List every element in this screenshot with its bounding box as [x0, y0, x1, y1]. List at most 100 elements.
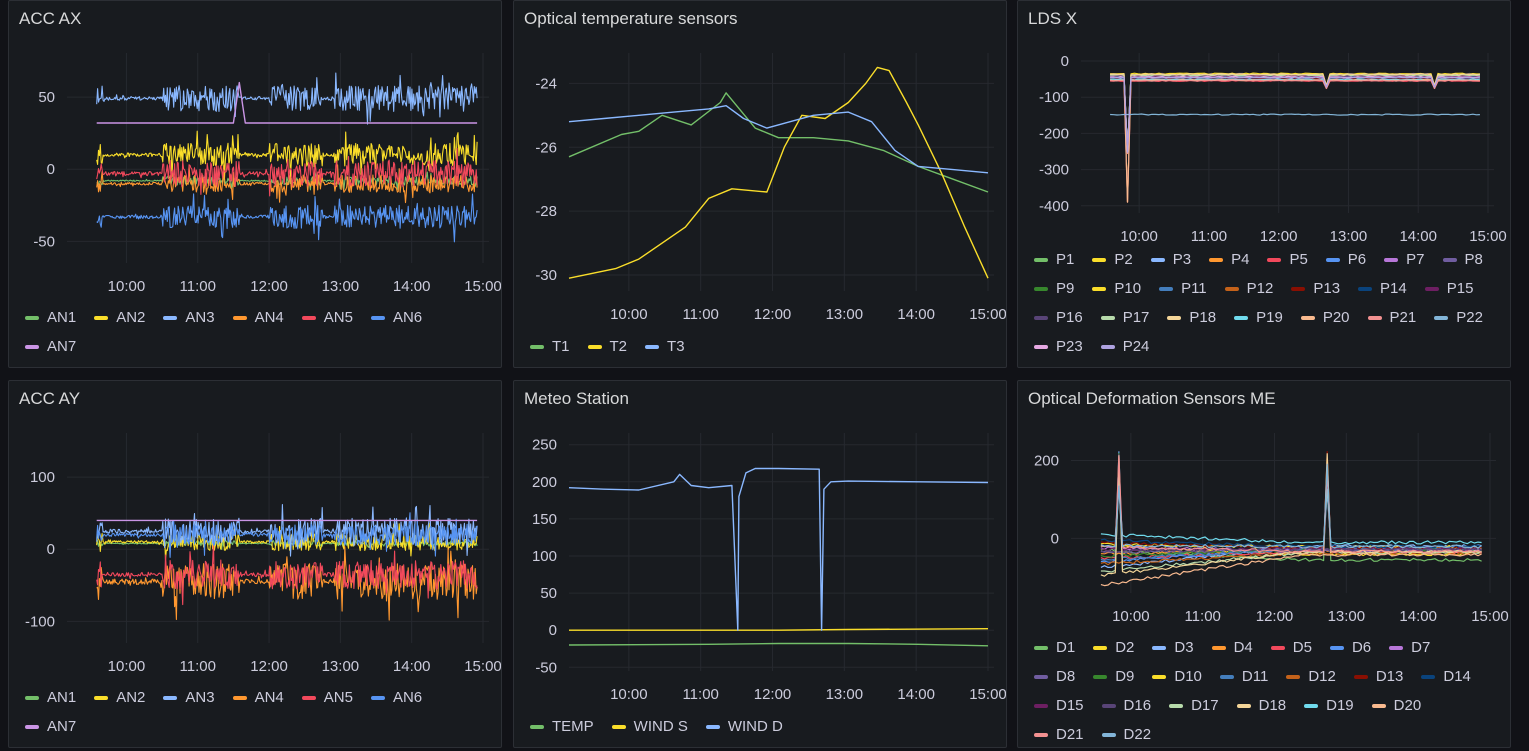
- legend-item-p5[interactable]: P5: [1267, 245, 1308, 274]
- legend-item-p2[interactable]: P2: [1092, 245, 1133, 274]
- legend-item-d11[interactable]: D11: [1219, 662, 1268, 691]
- y-tick-label: -200: [1039, 125, 1069, 142]
- legend-swatch: [1424, 286, 1439, 291]
- x-tick-label: 13:00: [1330, 228, 1368, 245]
- legend-item-d13[interactable]: D13: [1353, 662, 1403, 691]
- y-tick-label: -50: [33, 233, 55, 250]
- legend-item-p23[interactable]: P23: [1034, 332, 1083, 361]
- legend-label: D2: [1115, 639, 1135, 656]
- legend-item-p11[interactable]: P11: [1159, 274, 1207, 303]
- legend-item-p8[interactable]: P8: [1442, 245, 1483, 274]
- legend-item-p19[interactable]: P19: [1234, 303, 1283, 332]
- legend-item-p17[interactable]: P17: [1100, 303, 1149, 332]
- legend-item-an3[interactable]: AN3: [163, 683, 215, 712]
- legend-item-t1[interactable]: T1: [530, 332, 570, 361]
- legend-item-an7[interactable]: AN7: [25, 332, 76, 361]
- legend-swatch: [1224, 286, 1239, 291]
- legend-item-p24[interactable]: P24: [1100, 332, 1149, 361]
- legend-item-an6[interactable]: AN6: [370, 303, 422, 332]
- legend-item-d12[interactable]: D12: [1286, 662, 1336, 691]
- panel-title[interactable]: ACC AY: [19, 389, 81, 408]
- legend-label: P2: [1114, 251, 1133, 268]
- series-line-temp: [568, 642, 989, 647]
- legend-item-p13[interactable]: P13: [1291, 274, 1340, 303]
- legend-item-an3[interactable]: AN3: [163, 303, 215, 332]
- legend-item-d17[interactable]: D17: [1169, 691, 1219, 720]
- legend-item-d22[interactable]: D22: [1101, 720, 1151, 747]
- legend-item-d4[interactable]: D4: [1211, 633, 1253, 662]
- legend-item-p21[interactable]: P21: [1367, 303, 1416, 332]
- legend-item-d1[interactable]: D1: [1034, 633, 1075, 662]
- series-line-d20: [1100, 552, 1482, 587]
- legend-item-p20[interactable]: P20: [1300, 303, 1350, 332]
- legend-item-p14[interactable]: P14: [1358, 274, 1407, 303]
- legend-item-an1[interactable]: AN1: [25, 683, 76, 712]
- legend-item-d21[interactable]: D21: [1034, 720, 1084, 747]
- legend-item-p18[interactable]: P18: [1167, 303, 1216, 332]
- legend-item-d8[interactable]: D8: [1034, 662, 1075, 691]
- legend-item-an2[interactable]: AN2: [94, 683, 145, 712]
- legend-item-p16[interactable]: P16: [1034, 303, 1083, 332]
- legend-item-d2[interactable]: D2: [1093, 633, 1134, 662]
- legend-item-d9[interactable]: D9: [1093, 662, 1134, 691]
- legend-item-p7[interactable]: P7: [1384, 245, 1425, 274]
- legend-item-wind-d[interactable]: WIND D: [705, 712, 783, 741]
- series-line-t3: [568, 104, 989, 174]
- panel-title[interactable]: Optical Deformation Sensors ME: [1028, 389, 1276, 408]
- x-tick-label: 13:00: [1328, 608, 1366, 625]
- panel-title[interactable]: Meteo Station: [524, 389, 629, 408]
- legend-label: D1: [1056, 639, 1076, 656]
- legend-item-d15[interactable]: D15: [1034, 691, 1084, 720]
- series-line-p8: [1110, 72, 1480, 152]
- legend-label: D18: [1258, 697, 1287, 714]
- legend-item-p15[interactable]: P15: [1424, 274, 1473, 303]
- legend-swatch: [370, 315, 385, 320]
- legend-item-t3[interactable]: T3: [645, 332, 685, 361]
- legend-label: D10: [1174, 668, 1202, 685]
- legend-item-d6[interactable]: D6: [1329, 633, 1371, 662]
- legend-item-p10[interactable]: P10: [1092, 274, 1141, 303]
- series-line-d19: [1100, 485, 1482, 545]
- legend-item-d5[interactable]: D5: [1270, 633, 1312, 662]
- legend-item-wind-s[interactable]: WIND S: [611, 712, 688, 741]
- legend-item-p1[interactable]: P1: [1034, 245, 1074, 274]
- legend-item-p6[interactable]: P6: [1325, 245, 1366, 274]
- panel-title[interactable]: LDS X: [1028, 9, 1078, 28]
- legend-item-d10[interactable]: D10: [1152, 662, 1202, 691]
- legend-item-an5[interactable]: AN5: [301, 303, 353, 332]
- legend-item-p3[interactable]: P3: [1150, 245, 1191, 274]
- legend-item-an4[interactable]: AN4: [232, 683, 284, 712]
- legend-item-p9[interactable]: P9: [1034, 274, 1074, 303]
- legend-label: AN3: [185, 309, 215, 326]
- y-tick-label: -100: [25, 613, 55, 630]
- legend-item-an5[interactable]: AN5: [301, 683, 353, 712]
- series-line-an6: [96, 512, 478, 558]
- panel-title[interactable]: Optical temperature sensors: [524, 9, 738, 28]
- legend-swatch: [370, 695, 385, 700]
- legend-item-d16[interactable]: D16: [1101, 691, 1151, 720]
- legend-item-p12[interactable]: P12: [1224, 274, 1273, 303]
- panel-title[interactable]: ACC AX: [19, 9, 82, 28]
- legend-swatch: [163, 315, 178, 320]
- legend-item-p4[interactable]: P4: [1209, 245, 1249, 274]
- y-tick-label: -30: [535, 267, 557, 284]
- legend-item-t2[interactable]: T2: [587, 332, 627, 361]
- legend-item-an4[interactable]: AN4: [232, 303, 284, 332]
- legend-item-an7[interactable]: AN7: [25, 712, 76, 741]
- legend-swatch: [1034, 645, 1048, 650]
- legend-item-d3[interactable]: D3: [1152, 633, 1194, 662]
- legend-item-d18[interactable]: D18: [1236, 691, 1287, 720]
- legend-item-an2[interactable]: AN2: [94, 303, 145, 332]
- legend-swatch: [1371, 703, 1386, 708]
- x-tick-label: 13:00: [322, 658, 360, 675]
- legend-item-temp[interactable]: TEMP: [530, 712, 594, 741]
- legend-item-d20[interactable]: D20: [1371, 691, 1421, 720]
- legend-item-p22[interactable]: P22: [1434, 303, 1483, 332]
- legend-item-an6[interactable]: AN6: [370, 683, 422, 712]
- series-line-p15: [1110, 74, 1480, 203]
- legend-item-d19[interactable]: D19: [1304, 691, 1354, 720]
- legend-item-an1[interactable]: AN1: [25, 303, 76, 332]
- x-tick-label: 11:00: [180, 278, 216, 295]
- legend-item-d14[interactable]: D14: [1421, 662, 1471, 691]
- legend-item-d7[interactable]: D7: [1389, 633, 1430, 662]
